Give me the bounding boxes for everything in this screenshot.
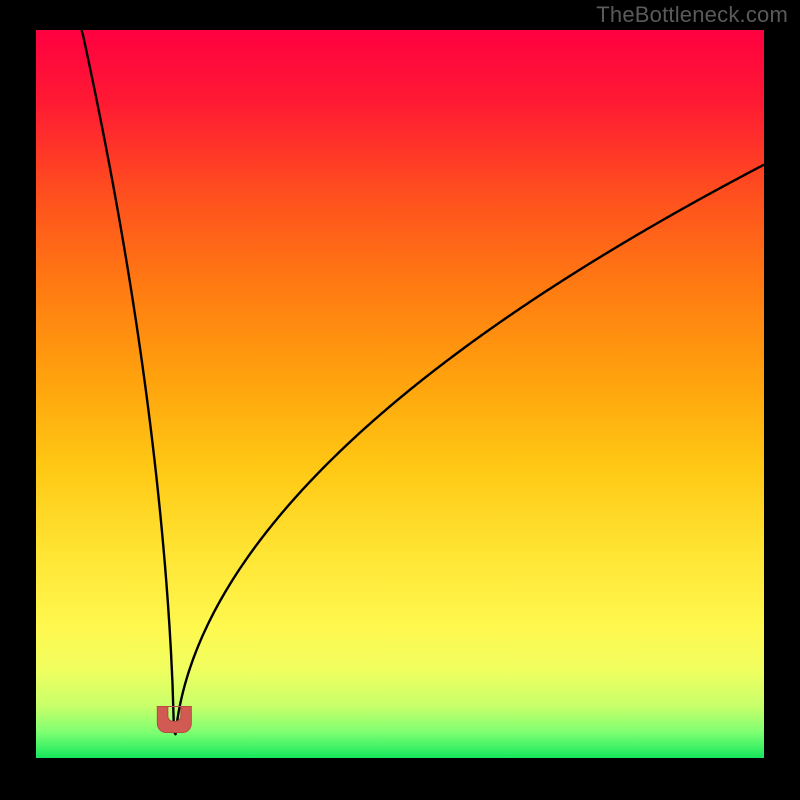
bottleneck-gradient-chart [0,0,800,800]
chart-stage: TheBottleneck.com [0,0,800,800]
